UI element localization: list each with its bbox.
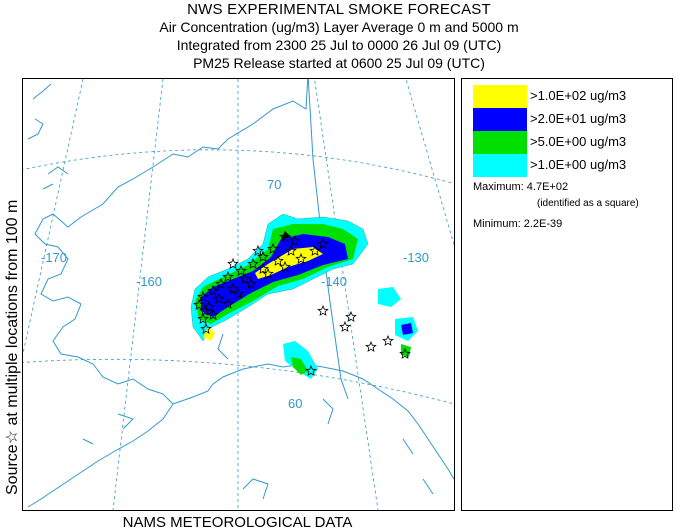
source-star-icon (222, 270, 234, 282)
label-lon-130: -130 (403, 250, 429, 265)
graticule-lat-60 (23, 358, 454, 405)
source-star-icon (252, 244, 264, 256)
graticule-lon-170 (112, 79, 164, 510)
maximum-label: Maximum: (473, 181, 524, 193)
source-star-icon (309, 244, 321, 256)
legend-label: >5.0E+00 ug/m3 (530, 134, 627, 149)
legend-item-2: >2.0E+01 ug/m3 (473, 108, 673, 131)
maximum-stat: Maximum: 4.7E+02 (473, 181, 568, 193)
source-star-icon (365, 340, 377, 352)
subtitle-release: PM25 Release started at 0600 25 Jul 09 (… (193, 55, 485, 71)
legend-swatch-blue (473, 108, 527, 131)
alaska-coastline (27, 79, 454, 508)
us-canada-border (307, 79, 349, 400)
source-star-icon (272, 254, 284, 266)
maximum-note: (identified as a square) (537, 198, 639, 209)
graticule (23, 79, 454, 510)
source-star-icon (339, 320, 351, 332)
maximum-value: 4.7E+02 (526, 181, 569, 193)
source-star-icon (215, 277, 227, 289)
legend-label: >1.0E+02 ug/m3 (530, 88, 627, 103)
contour-1e2-south (203, 327, 215, 341)
source-star-icon (239, 272, 251, 284)
source-star-icon (267, 242, 279, 254)
minimum-value: 2.2E-39 (523, 218, 563, 230)
source-star-icon (285, 244, 297, 256)
legend-panel: >1.0E+02 ug/m3 >2.0E+01 ug/m3 >5.0E+00 u… (461, 78, 673, 511)
source-star-icon (247, 257, 259, 269)
source-star-icon (295, 252, 307, 264)
source-star-icon (200, 322, 212, 334)
label-lon-140: -140 (321, 274, 347, 289)
source-star-icon (345, 310, 357, 322)
legend-item-3: >5.0E+00 ug/m3 (473, 131, 673, 154)
contour-east-b-2e1 (401, 323, 413, 335)
graticule-lon-150 (314, 79, 379, 510)
legend-swatch-yellow (473, 85, 527, 108)
source-star-icon (257, 262, 269, 274)
source-star-icon (289, 234, 301, 246)
label-lon-160: -160 (136, 274, 162, 289)
smoke-forecast-map: 70 60 -170 -160 -140 -130 (22, 78, 455, 511)
source-star-icon (213, 292, 225, 304)
label-lat-60: 60 (288, 396, 302, 411)
source-locations (193, 230, 411, 376)
source-star-icon (399, 347, 411, 359)
source-star-icon (227, 257, 239, 269)
minimum-label: Minimum: (473, 218, 521, 230)
smoke-plume (190, 213, 418, 379)
legend-swatch-cyan (473, 154, 527, 177)
source-star-icon (227, 282, 239, 294)
map-title: NWS EXPERIMENTAL SMOKE FORECAST (187, 1, 491, 18)
legend-swatch-green (473, 131, 527, 154)
graticule-labels: 70 60 -170 -160 -140 -130 (41, 177, 429, 411)
source-star-icon (197, 290, 209, 302)
source-star-icon (197, 312, 209, 324)
graticule-lat-70 (23, 149, 454, 184)
contour-east-a (378, 287, 401, 307)
source-star-icon (203, 300, 215, 312)
legend-label: >2.0E+01 ug/m3 (530, 111, 627, 126)
source-star-icon (257, 250, 269, 262)
legend-item-4: >1.0E+00 ug/m3 (473, 154, 673, 177)
subtitle-integration: Integrated from 2300 25 Jul to 0000 26 J… (176, 37, 502, 53)
contour-south-5e0 (291, 357, 308, 375)
meteorological-data-label: NAMS METEOROLOGICAL DATA (122, 514, 353, 531)
source-star-icon (382, 334, 394, 346)
minimum-stat: Minimum: 2.2E-39 (473, 218, 562, 230)
source-star-icon (207, 284, 219, 296)
label-lat-70: 70 (267, 177, 281, 192)
source-star-icon (317, 237, 329, 249)
contour-1e2 (255, 247, 323, 279)
source-star-icon (222, 297, 234, 309)
source-star-icon (279, 230, 291, 242)
source-star-icon (305, 364, 317, 376)
map-canvas: 70 60 -170 -160 -140 -130 (23, 79, 454, 510)
legend-label: >1.0E+00 ug/m3 (530, 157, 627, 172)
source-star-icon (317, 304, 329, 316)
graticule-lon-180 (23, 79, 84, 356)
source-star-icon (193, 298, 205, 310)
legend-item-1: >1.0E+02 ug/m3 (473, 85, 673, 108)
source-location-label: Source☆ at multiple locations from 100 m (4, 199, 21, 495)
label-lon-170: -170 (41, 250, 67, 265)
subtitle-concentration: Air Concentration (ug/m3) Layer Average … (159, 19, 519, 35)
source-star-icon (235, 264, 247, 276)
source-star-icon (207, 308, 219, 320)
